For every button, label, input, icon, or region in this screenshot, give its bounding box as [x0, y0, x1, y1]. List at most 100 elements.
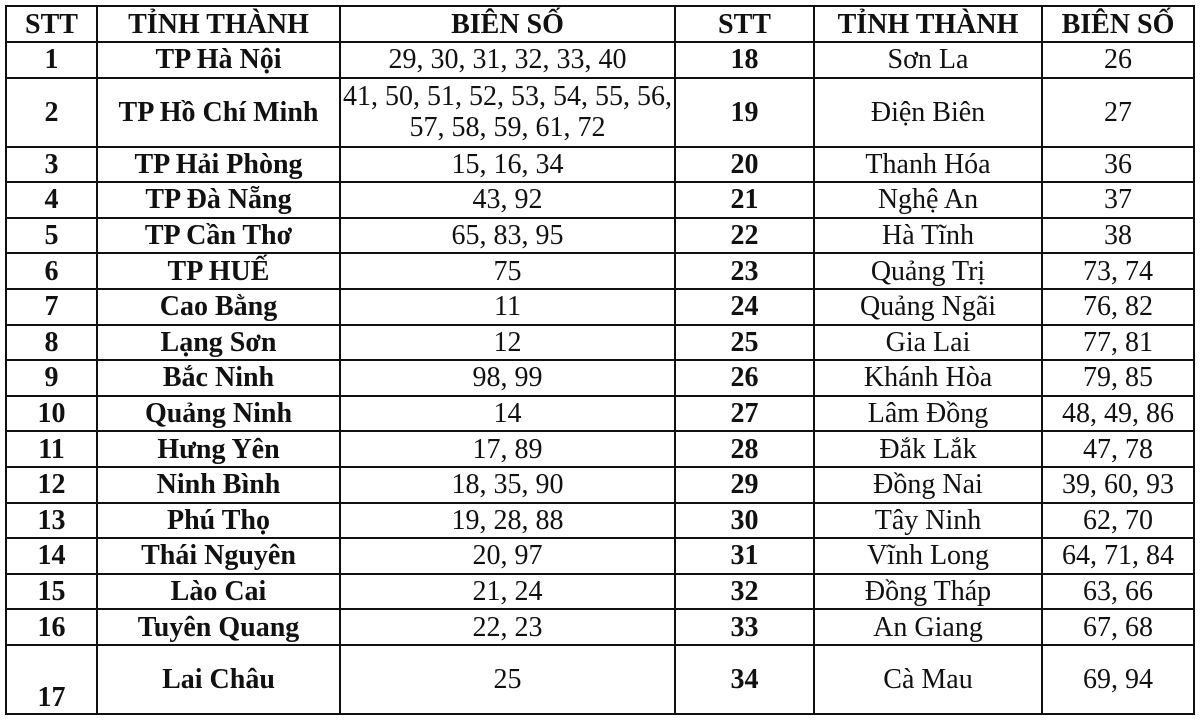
plate-codes: 19, 28, 88 — [339, 501, 676, 540]
province-name: Vĩnh Long — [813, 537, 1043, 575]
plate-codes: 77, 81 — [1041, 323, 1195, 362]
province-name: TP Cần Thơ — [96, 216, 341, 255]
province-name: Quảng Trị — [813, 252, 1043, 290]
table-row: 1 TP Hà Nội 29, 30, 31, 32, 33, 40 18 Sơn La… — [5, 41, 1195, 79]
table-row: 10 Quảng Ninh 14 27 Lâm Đồng 48, 49, 86 — [5, 394, 1195, 433]
row-stt: 21 — [674, 181, 815, 219]
header-province: TỈNH THÀNH — [813, 5, 1043, 43]
table-row: 17 Lai Châu 25 34 Cà Mau 69, 94 — [5, 643, 1195, 715]
plate-codes: 18, 35, 90 — [339, 465, 676, 504]
province-name: Hưng Yên — [96, 430, 341, 468]
plate-codes: 64, 71, 84 — [1041, 537, 1195, 575]
table-row: 5 TP Cần Thơ 65, 83, 95 22 Hà Tĩnh 38 — [5, 216, 1195, 255]
row-stt: 15 — [5, 572, 98, 611]
row-stt: 34 — [674, 643, 815, 715]
province-name: Tây Ninh — [813, 501, 1043, 540]
plate-codes: 15, 16, 34 — [339, 145, 676, 184]
table-row: 13 Phú Thọ 19, 28, 88 30 Tây Ninh 62, 70 — [5, 501, 1195, 540]
row-stt: 8 — [5, 323, 98, 362]
row-stt: 3 — [5, 145, 98, 184]
plate-codes: 62, 70 — [1041, 501, 1195, 540]
province-name: Đồng Nai — [813, 465, 1043, 504]
plate-codes: 43, 92 — [339, 181, 676, 219]
province-name: Lai Châu — [96, 643, 341, 715]
table-row: 4 TP Đà Nẵng 43, 92 21 Nghệ An 37 — [5, 181, 1195, 219]
header-stt: STT — [674, 5, 815, 43]
province-name: Lạng Sơn — [96, 323, 341, 362]
row-stt: 12 — [5, 465, 98, 504]
plate-codes: 26 — [1041, 41, 1195, 79]
row-stt: 20 — [674, 145, 815, 184]
row-stt: 5 — [5, 216, 98, 255]
plate-codes: 39, 60, 93 — [1041, 465, 1195, 504]
row-stt: 28 — [674, 430, 815, 468]
province-name: Phú Thọ — [96, 501, 341, 540]
province-name: Điện Biên — [813, 76, 1043, 148]
plate-codes: 63, 66 — [1041, 572, 1195, 611]
table-row: 9 Bắc Ninh 98, 99 26 Khánh Hòa 79, 85 — [5, 359, 1195, 397]
plate-codes: 25 — [339, 643, 676, 715]
plate-codes: 17, 89 — [339, 430, 676, 468]
province-name: Lào Cai — [96, 572, 341, 611]
row-stt: 24 — [674, 287, 815, 326]
province-name: Đồng Tháp — [813, 572, 1043, 611]
license-plate-table: STT TỈNH THÀNH BIÊN SỐ STT TỈNH THÀNH BI… — [5, 5, 1195, 715]
row-stt: 30 — [674, 501, 815, 540]
row-stt: 19 — [674, 76, 815, 148]
plate-codes: 65, 83, 95 — [339, 216, 676, 255]
plate-codes: 69, 94 — [1041, 643, 1195, 715]
province-name: TP Hồ Chí Minh — [96, 76, 341, 148]
row-stt: 18 — [674, 41, 815, 79]
table-row: 14 Thái Nguyên 20, 97 31 Vĩnh Long 64, 71, 84 — [5, 537, 1195, 575]
plate-codes: 29, 30, 31, 32, 33, 40 — [339, 41, 676, 79]
header-plates: BIÊN SỐ — [339, 5, 676, 43]
province-name: Nghệ An — [813, 181, 1043, 219]
header-stt: STT — [5, 5, 98, 43]
row-stt: 23 — [674, 252, 815, 290]
province-name: Ninh Bình — [96, 465, 341, 504]
province-name: Gia Lai — [813, 323, 1043, 362]
province-name: Quảng Ngãi — [813, 287, 1043, 326]
row-stt: 10 — [5, 394, 98, 433]
row-stt: 25 — [674, 323, 815, 362]
province-name: Cà Mau — [813, 643, 1043, 715]
plate-codes: 22, 23 — [339, 608, 676, 646]
table-row: 6 TP HUẾ 75 23 Quảng Trị 73, 74 — [5, 252, 1195, 290]
plate-codes: 41, 50, 51, 52, 53, 54, 55, 56, 57, 58, … — [339, 76, 676, 148]
province-name: Đắk Lắk — [813, 430, 1043, 468]
province-name: Lâm Đồng — [813, 394, 1043, 433]
province-name: An Giang — [813, 608, 1043, 646]
plate-codes: 37 — [1041, 181, 1195, 219]
row-stt: 13 — [5, 501, 98, 540]
plate-codes: 47, 78 — [1041, 430, 1195, 468]
row-stt: 14 — [5, 537, 98, 575]
plate-codes: 11 — [339, 287, 676, 326]
plate-codes: 75 — [339, 252, 676, 290]
table-row: 12 Ninh Bình 18, 35, 90 29 Đồng Nai 39, 60, 9… — [5, 465, 1195, 504]
row-stt: 1 — [5, 41, 98, 79]
row-stt: 11 — [5, 430, 98, 468]
plate-codes: 27 — [1041, 76, 1195, 148]
plate-codes: 14 — [339, 394, 676, 433]
header-row: STT TỈNH THÀNH BIÊN SỐ STT TỈNH THÀNH BI… — [5, 5, 1195, 43]
plate-codes: 48, 49, 86 — [1041, 394, 1195, 433]
table-row: 11 Hưng Yên 17, 89 28 Đắk Lắk 47, 78 — [5, 430, 1195, 468]
plate-codes: 38 — [1041, 216, 1195, 255]
plate-codes: 36 — [1041, 145, 1195, 184]
row-stt: 2 — [5, 76, 98, 148]
row-stt: 31 — [674, 537, 815, 575]
row-stt: 22 — [674, 216, 815, 255]
province-name: Bắc Ninh — [96, 359, 341, 397]
table-row: 16 Tuyên Quang 22, 23 33 An Giang 67, 68 — [5, 608, 1195, 646]
row-stt: 7 — [5, 287, 98, 326]
row-stt: 32 — [674, 572, 815, 611]
province-name: Hà Tĩnh — [813, 216, 1043, 255]
row-stt: 16 — [5, 608, 98, 646]
header-plates: BIÊN SỐ — [1041, 5, 1195, 43]
row-stt: 26 — [674, 359, 815, 397]
province-name: TP Đà Nẵng — [96, 181, 341, 219]
row-stt: 33 — [674, 608, 815, 646]
row-stt: 9 — [5, 359, 98, 397]
province-name: Quảng Ninh — [96, 394, 341, 433]
province-name: Sơn La — [813, 41, 1043, 79]
